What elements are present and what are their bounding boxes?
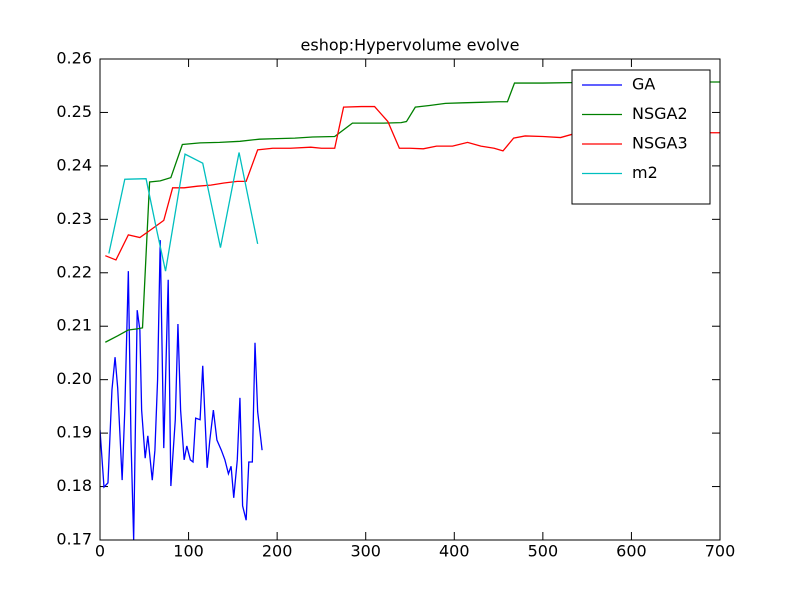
- y-tick-label: 0.21: [56, 316, 92, 335]
- legend-label: m2: [632, 163, 658, 182]
- legend-label: NSGA2: [632, 104, 688, 123]
- x-tick-label: 300: [350, 542, 381, 561]
- x-tick-label: 400: [439, 542, 470, 561]
- x-tick-label: 500: [528, 542, 559, 561]
- chart-title: eshop:Hypervolume evolve: [301, 36, 520, 55]
- x-tick-label: 600: [616, 542, 647, 561]
- series-line: [108, 152, 259, 272]
- x-tick-label: 0: [95, 542, 105, 561]
- y-tick-label: 0.23: [56, 209, 92, 228]
- x-tick-label: 700: [705, 542, 736, 561]
- series-line: [105, 81, 720, 343]
- y-tick-label: 0.22: [56, 262, 92, 281]
- y-tick-label: 0.26: [56, 49, 92, 68]
- y-tick-label: 0.18: [56, 476, 92, 495]
- series-line: [100, 240, 263, 540]
- legend-label: NSGA3: [632, 134, 688, 153]
- legend-label: GA: [632, 75, 655, 94]
- plot-frame: [99, 58, 721, 541]
- x-tick-label: 200: [262, 542, 293, 561]
- series-line: [105, 105, 720, 261]
- y-tick-label: 0.25: [56, 102, 92, 121]
- x-tick-label: 100: [173, 542, 204, 561]
- y-tick-label: 0.20: [56, 369, 92, 388]
- y-tick-label: 0.19: [56, 423, 92, 442]
- y-tick-label: 0.24: [56, 155, 92, 174]
- y-tick-label: 0.17: [56, 530, 92, 549]
- legend-frame: [571, 69, 711, 205]
